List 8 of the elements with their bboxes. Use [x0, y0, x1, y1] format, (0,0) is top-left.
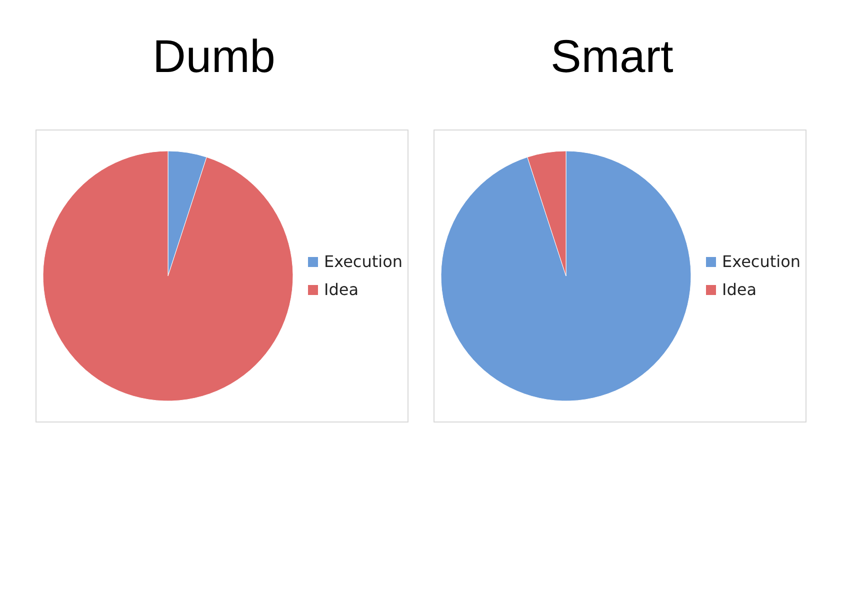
- legend-label: Execution: [722, 252, 801, 271]
- chart-title: Dumb: [152, 30, 276, 82]
- pie-slice: [42, 150, 294, 402]
- pie-slice: [440, 150, 692, 402]
- legend-label: Idea: [722, 280, 757, 299]
- chart-title: Smart: [550, 30, 674, 82]
- legend-label: Execution: [324, 252, 403, 271]
- legend-label: Idea: [324, 280, 359, 299]
